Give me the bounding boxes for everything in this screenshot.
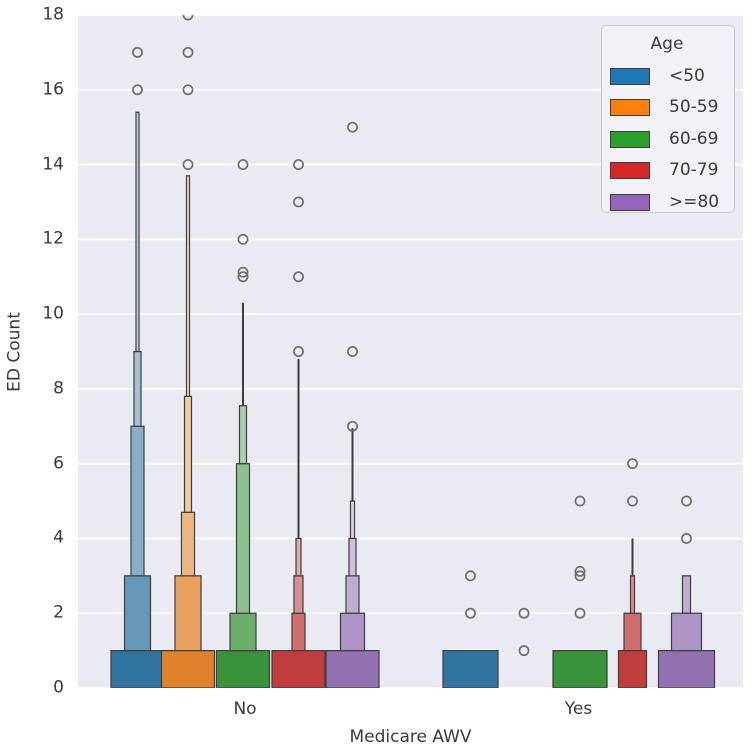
legend-swatch-icon [610,130,650,148]
outlier-point [132,46,143,58]
legend-entry-label: 60-69 [669,128,719,149]
outlier-point [182,46,194,58]
outlier-point [627,458,638,470]
boxen-box [339,612,366,652]
boxen-box [345,575,360,614]
y-tick-label: 8 [53,378,64,399]
x-axis-label: Medicare AWV [349,727,472,747]
outlier-point [465,607,476,619]
x-tick-label: Yes [564,699,593,719]
legend-entry-label: 50-59 [669,97,719,118]
y-tick-label: 4 [53,527,64,548]
boxen-box [681,575,692,614]
outlier-point [574,565,586,577]
outlier-point [237,233,249,245]
outlier-point [681,532,692,544]
outlier-point [627,495,638,507]
outlier-point [347,346,358,357]
legend-entry: 60-69 [610,123,724,155]
boxen-box [349,500,356,540]
x-tick-label: No [233,699,257,719]
boxen-box [123,575,152,652]
y-tick-label: 0 [53,677,64,698]
boxen-box [183,395,193,513]
outlier-point [132,84,143,96]
boxen-box [291,612,306,652]
y-axis-label: ED Count [4,311,25,392]
y-tick-label: 16 [42,79,64,100]
legend-entry-label: 70-79 [669,160,719,181]
legend: Age <50 50-59 60-69 70-79 >=80 [601,25,735,213]
boxen-plot-svg [78,15,743,688]
y-tick-label: 12 [42,228,64,249]
legend-entry: >=80 [610,186,724,218]
legend-title: Age [650,34,684,54]
outlier-point [347,121,358,133]
legend-entry-label: >=80 [669,191,720,212]
outlier-point [574,570,586,582]
outlier-point [293,159,304,171]
legend-entry: 50-59 [610,92,724,124]
boxen-box [348,537,357,577]
legend-rows: <50 50-59 60-69 70-79 >=80 [610,60,724,218]
boxen-box [238,405,248,465]
outlier-point [518,607,530,619]
boxen-box [442,650,499,688]
legend-swatch-icon [610,99,650,117]
outlier-point [182,15,194,21]
y-tick-label: 14 [42,154,64,175]
legend-swatch-icon [610,193,650,211]
outlier-point [182,84,194,96]
boxen-box [629,575,636,614]
boxen-box [235,463,251,614]
outlier-point [237,271,249,283]
y-tick-label: 6 [53,453,64,474]
outlier-point [574,495,586,507]
boxen-box [180,511,196,577]
boxen-box [657,650,716,688]
y-tick-label: 2 [53,602,64,623]
y-tick-label: 10 [42,303,64,324]
y-tick-label: 18 [42,4,64,25]
legend-swatch-icon [610,162,650,180]
legend-entry-label: <50 [669,65,705,86]
boxen-box [623,612,642,652]
boxen-box [552,650,608,688]
outlier-point [293,196,304,208]
outlier-point [237,159,249,171]
outlier-point [293,271,304,283]
boxen-box [185,175,191,397]
boxen-box [130,425,145,577]
outlier-point [293,346,304,357]
boxen-box [110,650,165,688]
boxen-box [295,537,302,577]
boxen-box [229,612,257,652]
legend-entry: <50 [610,60,724,92]
outlier-point [182,159,194,171]
outlier-point [347,420,358,432]
boxen-box [293,575,304,614]
outlier-point [681,495,692,507]
outlier-point [518,645,530,657]
boxen-box [617,650,648,688]
boxen-box [174,575,202,652]
boxen-box [215,650,271,688]
boxen-box [271,650,326,688]
boxen-box [135,111,140,353]
legend-swatch-icon [610,67,650,85]
boxen-box [133,350,142,427]
outlier-point [574,607,586,619]
boxen-box [670,612,703,652]
outlier-point [237,266,249,278]
legend-entry: 70-79 [610,155,724,187]
boxen-box [325,650,380,688]
outlier-point [465,570,476,582]
boxen-box [160,650,216,688]
